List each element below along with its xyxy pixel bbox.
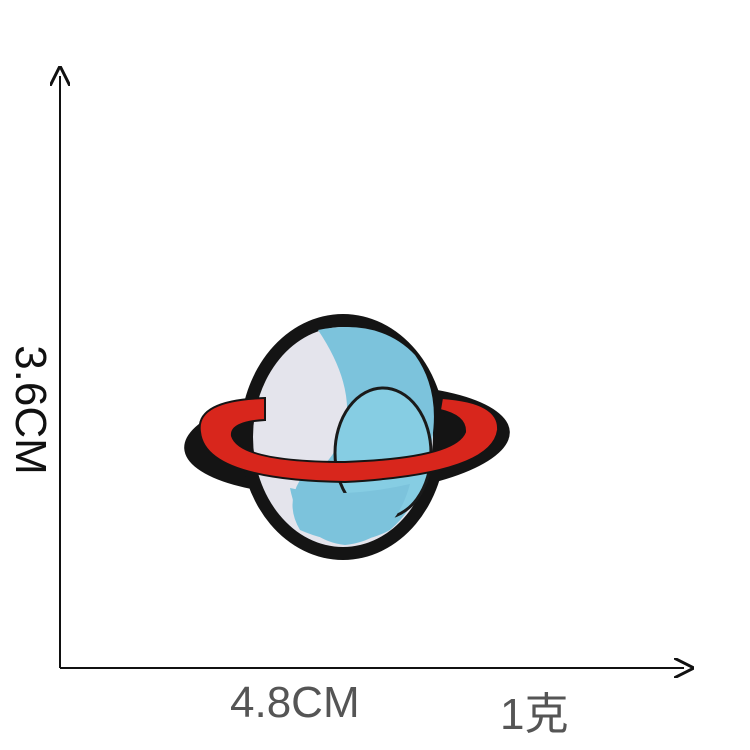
weight-label: 1克	[500, 690, 569, 739]
dimension-axes	[60, 76, 684, 668]
height-dimension-label: 3.6CM	[6, 345, 55, 475]
planet-bottom	[290, 484, 410, 545]
planet-ring	[198, 396, 500, 484]
width-dimension-label: 4.8CM	[230, 678, 360, 727]
planet-patch-icon	[184, 314, 510, 560]
